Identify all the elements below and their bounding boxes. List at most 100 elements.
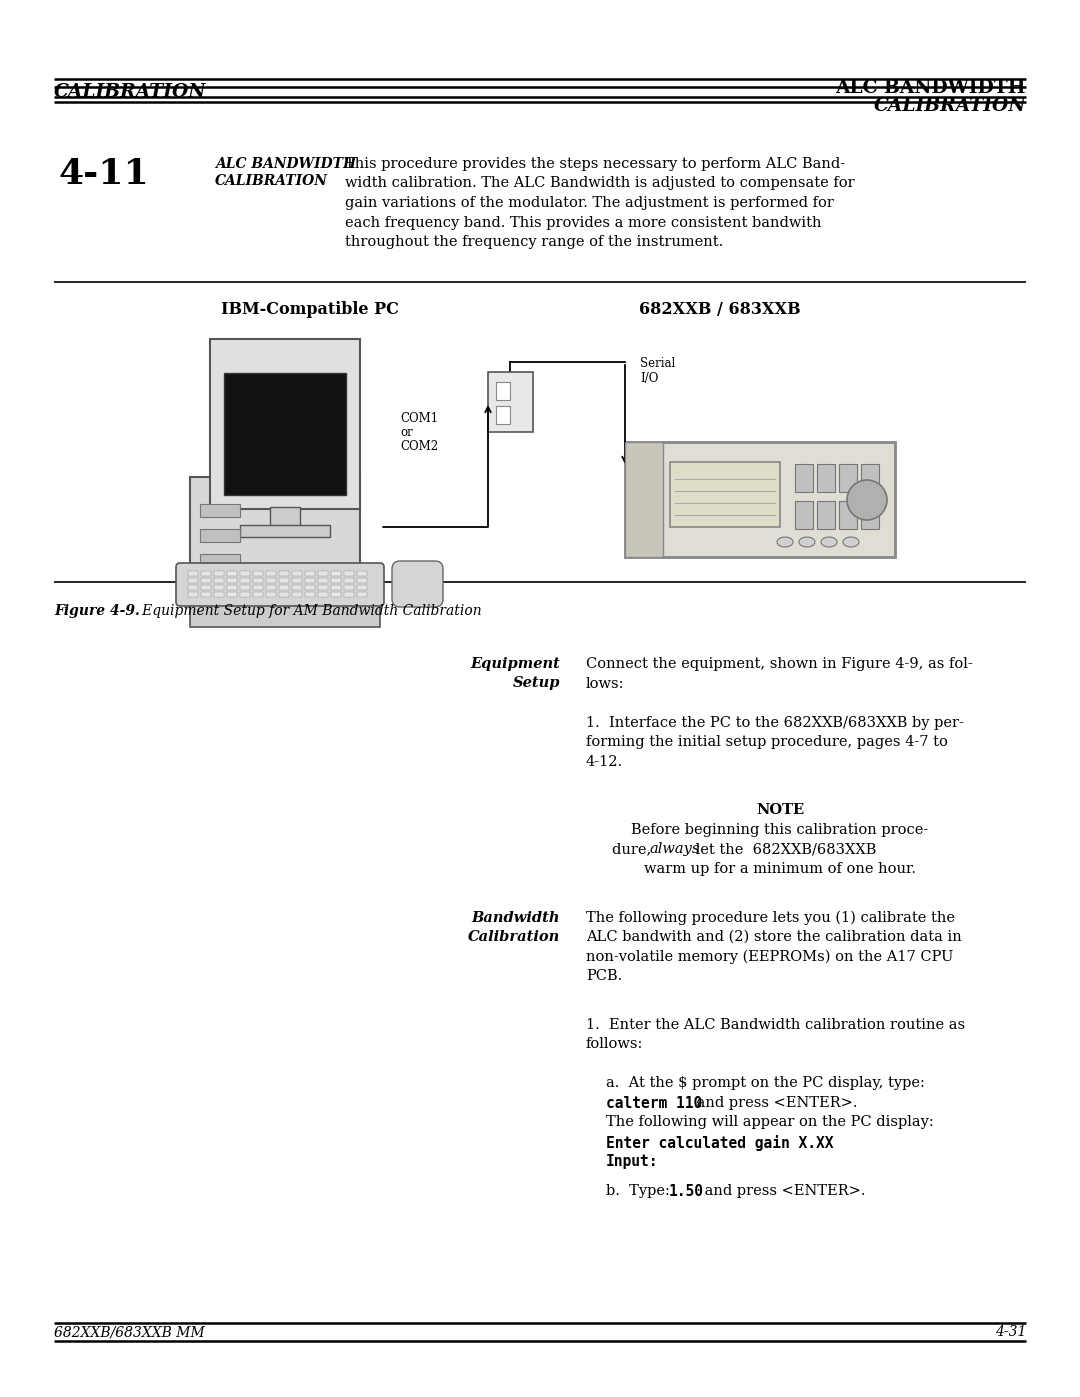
Bar [227,571,237,576]
Text: 4-12.: 4-12. [586,754,623,768]
Text: forming the initial setup procedure, pages 4-7 to: forming the initial setup procedure, pag… [586,735,948,749]
Bar [210,339,360,509]
Bar [214,592,224,597]
Text: Connect the equipment, shown in Figure 4-9, as fol-: Connect the equipment, shown in Figure 4… [586,657,973,671]
Text: non-volatile memory (EEPROMs) on the A17 CPU: non-volatile memory (EEPROMs) on the A17… [586,950,954,964]
Text: Bandwidth: Bandwidth [472,911,561,925]
Bar [345,592,354,597]
Text: CALIBRATION: CALIBRATION [54,82,206,101]
Bar [224,373,346,495]
Bar [292,585,302,590]
Bar [345,571,354,576]
Bar [795,464,813,492]
Text: Equipment Setup for AM Bandwidth Calibration: Equipment Setup for AM Bandwidth Calibra… [129,604,482,617]
Bar [200,529,240,542]
Text: NOTE: NOTE [756,803,805,817]
Text: CALIBRATION: CALIBRATION [215,175,328,189]
Text: Input:: Input: [606,1154,659,1169]
Bar [318,592,328,597]
Bar [305,571,315,576]
Bar [357,578,367,583]
Bar [201,592,211,597]
Text: I/O: I/O [640,372,659,386]
Bar [279,592,289,597]
Bar [214,578,224,583]
Text: 4-31: 4-31 [995,1324,1026,1338]
Bar [861,464,879,492]
Bar [201,578,211,583]
Text: Enter calculated gain X.XX: Enter calculated gain X.XX [606,1134,834,1151]
Text: lows:: lows: [586,676,624,690]
Bar [190,476,360,597]
Ellipse shape [843,536,859,548]
Ellipse shape [821,536,837,548]
Text: 1.  Interface the PC to the 682XXB/683XXB by per-: 1. Interface the PC to the 682XXB/683XXB… [586,715,963,729]
FancyBboxPatch shape [176,563,384,606]
Bar [188,571,198,576]
Bar [625,441,895,557]
Bar [201,585,211,590]
Bar [292,578,302,583]
Text: ALC bandwith and (2) store the calibration data in: ALC bandwith and (2) store the calibrati… [586,930,962,944]
Bar [496,407,510,425]
Bar [861,502,879,529]
Text: Before beginning this calibration proce-: Before beginning this calibration proce- [632,823,929,837]
Bar [488,372,534,432]
Bar [357,571,367,576]
Text: or: or [400,426,413,439]
Bar [292,592,302,597]
Bar [816,502,835,529]
Bar [240,592,249,597]
Bar [330,571,341,576]
Text: gain variations of the modulator. The adjustment is performed for: gain variations of the modulator. The ad… [345,196,834,210]
Bar [200,504,240,517]
Bar [253,585,264,590]
Bar [496,381,510,400]
Text: COM2: COM2 [400,440,438,453]
Bar [305,592,315,597]
Bar [240,571,249,576]
Text: Equipment: Equipment [470,657,561,671]
Ellipse shape [777,536,793,548]
Text: Setup: Setup [513,676,561,690]
Bar [318,578,328,583]
Bar [188,578,198,583]
Bar [201,571,211,576]
Bar [200,555,240,567]
Text: width calibration. The ALC Bandwidth is adjusted to compensate for: width calibration. The ALC Bandwidth is … [345,176,854,190]
Bar [266,585,276,590]
Bar [816,464,835,492]
Text: let the  682XXB/683XXB: let the 682XXB/683XXB [691,842,876,856]
Bar [253,592,264,597]
Text: ALC BANDWIDTH: ALC BANDWIDTH [215,156,356,170]
Bar [345,585,354,590]
Text: Serial: Serial [640,358,675,370]
Text: calterm 110: calterm 110 [606,1095,702,1111]
Text: Figure 4-9.: Figure 4-9. [54,604,140,617]
Text: The following procedure lets you (1) calibrate the: The following procedure lets you (1) cal… [586,911,955,925]
Bar [670,462,780,527]
Bar [357,592,367,597]
Text: 1.50: 1.50 [669,1183,704,1199]
Bar [330,592,341,597]
Text: 1.  Enter the ALC Bandwidth calibration routine as: 1. Enter the ALC Bandwidth calibration r… [586,1018,966,1032]
Bar [625,441,663,557]
Text: always: always [649,842,700,856]
Text: 682XXB / 683XXB: 682XXB / 683XXB [639,300,800,319]
Bar [240,585,249,590]
Bar [318,571,328,576]
Text: throughout the frequency range of the instrument.: throughout the frequency range of the in… [345,235,724,249]
Bar [214,571,224,576]
Bar [253,571,264,576]
Bar [266,592,276,597]
Bar [795,502,813,529]
Bar [305,578,315,583]
Bar [270,507,300,527]
Bar [240,578,249,583]
Text: b.  Type:: b. Type: [606,1183,675,1197]
Circle shape [847,481,887,520]
Bar [318,585,328,590]
Bar [240,525,330,536]
Bar [227,578,237,583]
Text: 4-11: 4-11 [59,156,150,191]
